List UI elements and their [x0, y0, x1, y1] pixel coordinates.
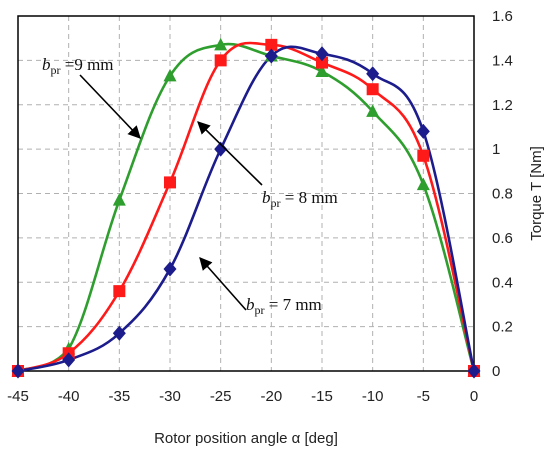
x-tick-label: -20 [260, 388, 282, 405]
annotation-arrow-9mm [79, 74, 141, 139]
x-tick-labels: -45 -40 -35 -30 -25 -20 -15 -10 -5 0 [7, 388, 478, 405]
x-tick-label: -25 [210, 388, 232, 405]
data-point-diamond [112, 325, 126, 341]
x-tick-label: -35 [108, 388, 130, 405]
x-tick-label: -40 [58, 388, 80, 405]
data-point-diamond [416, 123, 430, 139]
y-tick-label: 0.4 [492, 274, 513, 291]
annotation-7mm-sub: pr [255, 303, 265, 317]
data-point-triangle [163, 68, 177, 82]
data-point-triangle [416, 177, 430, 191]
data-point-square [316, 56, 328, 69]
data-point-square [366, 83, 379, 96]
data-point-triangle [366, 104, 380, 117]
data-point-diamond [214, 141, 228, 157]
x-tick-label: 0 [470, 388, 478, 405]
annotation-label-8mm: bpr = 8 mm [262, 188, 338, 210]
series-markers [11, 37, 481, 379]
y-tick-label: 0 [492, 363, 500, 380]
x-tick-label: -45 [7, 388, 29, 405]
data-point-diamond [163, 261, 177, 277]
data-point-diamond [315, 46, 329, 62]
annotation-9mm-sub: pr [51, 63, 61, 77]
data-point-triangle [315, 64, 329, 77]
data-point-square [417, 149, 430, 162]
data-point-diamond [62, 352, 76, 368]
data-point-diamond [11, 363, 25, 379]
x-tick-label: -10 [362, 388, 384, 405]
y-tick-label: 1.6 [492, 8, 513, 25]
annotation-label-7mm: bpr = 7 mm [246, 295, 322, 317]
data-point-triangle [112, 193, 126, 206]
annotation-label-9mm: bpr =9 mm [42, 55, 114, 77]
y-axis-title: Torque T [Nm] [528, 146, 545, 240]
data-point-square [265, 38, 278, 51]
data-point-square [164, 176, 176, 189]
annotation-9mm-text: =9 mm [61, 55, 114, 74]
y-tick-label: 0.2 [492, 319, 513, 336]
x-tick-label: -5 [417, 388, 430, 405]
annotation-8mm-main: b [262, 188, 271, 207]
data-point-square [214, 54, 227, 67]
y-tick-label: 1.2 [492, 97, 513, 114]
data-point-triangle [214, 37, 228, 51]
data-point-square [113, 285, 126, 298]
y-tick-label: 0.6 [492, 230, 513, 247]
annotation-8mm-text: = 8 mm [281, 188, 338, 207]
annotation-arrow-7mm [199, 257, 247, 311]
annotation-8mm-sub: pr [271, 196, 281, 210]
data-point-diamond [366, 66, 380, 82]
y-tick-labels: 0 0.2 0.4 0.6 0.8 1 1.2 1.4 1.6 [492, 8, 513, 380]
y-tick-label: 1 [492, 141, 500, 158]
y-tick-label: 0.8 [492, 186, 513, 203]
x-axis-title: Rotor position angle α [deg] [154, 430, 338, 447]
series-line [17, 42, 476, 373]
annotation-7mm-main: b [246, 295, 255, 314]
y-tick-label: 1.4 [492, 52, 513, 69]
x-tick-label: -15 [311, 388, 333, 405]
annotation-arrow-8mm [197, 121, 263, 186]
annotation-9mm-main: b [42, 55, 51, 74]
annotation-7mm-text: = 7 mm [265, 295, 322, 314]
data-point-diamond [264, 48, 278, 64]
plot-frame [17, 15, 475, 372]
data-point-diamond [467, 363, 481, 379]
x-tick-label: -30 [159, 388, 181, 405]
